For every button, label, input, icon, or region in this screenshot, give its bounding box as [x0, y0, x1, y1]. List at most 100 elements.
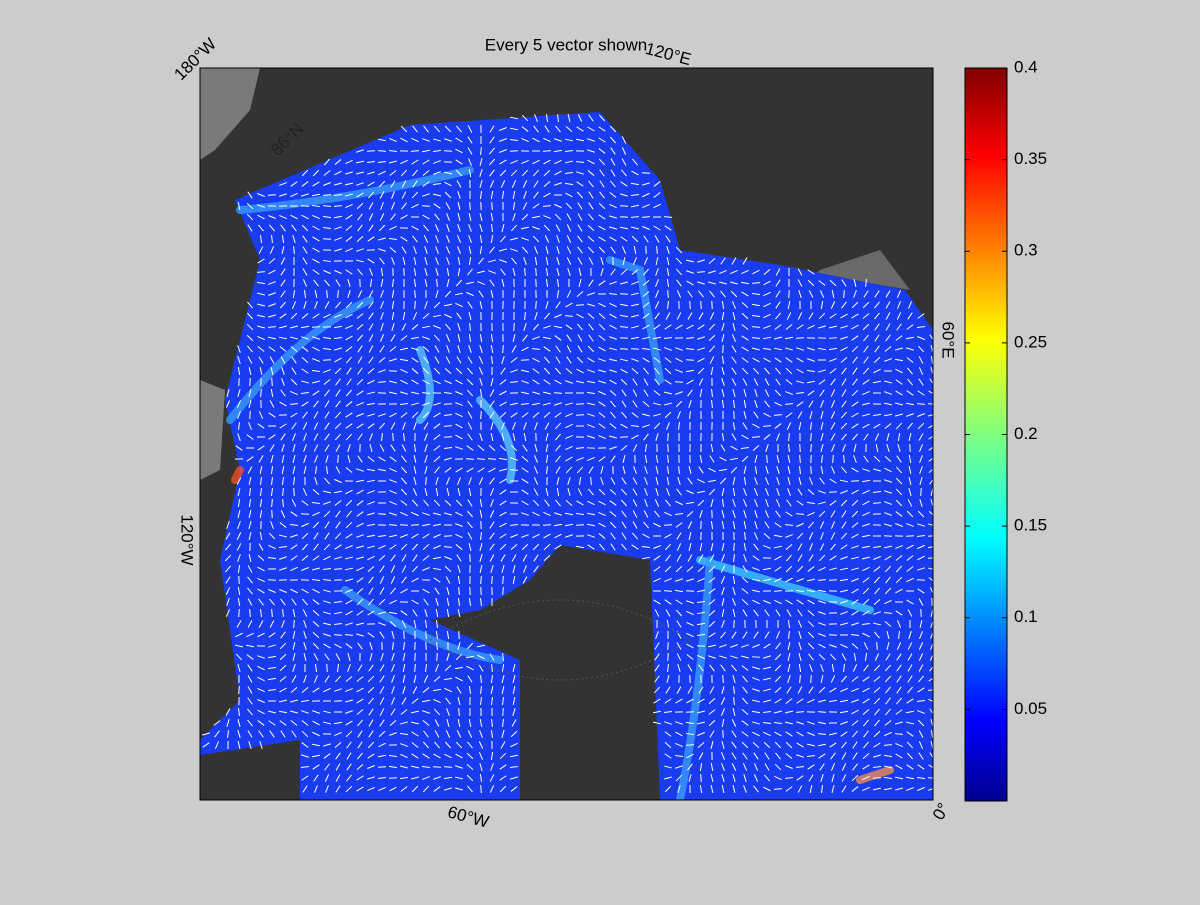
vector: [404, 631, 405, 639]
vector: [536, 301, 537, 309]
vector: [811, 433, 812, 441]
vector: [268, 195, 276, 196]
vector: [620, 349, 628, 350]
vector: [272, 378, 273, 386]
vector: [906, 536, 914, 537]
vector: [620, 437, 628, 438]
colorbar-tick-label: 0.15: [1014, 516, 1047, 535]
lon-label: 60°E: [939, 321, 958, 358]
current-streak: [235, 470, 240, 480]
vector: [701, 521, 702, 529]
vector: [510, 382, 518, 383]
vector: [290, 404, 298, 405]
vector: [591, 477, 592, 485]
colorbar-tick-label: 0.25: [1014, 332, 1047, 351]
vector: [734, 620, 735, 628]
vector: [503, 587, 504, 595]
vector: [481, 785, 482, 793]
vector: [697, 272, 705, 273]
vector: [752, 327, 760, 328]
vector: [492, 576, 493, 584]
vector: [239, 609, 240, 617]
vector: [503, 345, 504, 353]
vector: [415, 301, 416, 309]
vector: [433, 767, 441, 768]
vector: [301, 206, 309, 207]
vector: [576, 404, 584, 405]
vector: [510, 151, 518, 152]
vector: [873, 778, 881, 779]
vector: [789, 433, 790, 441]
colorbar-tick-label: 0.1: [1014, 607, 1038, 626]
vector: [664, 338, 672, 339]
vector: [895, 734, 903, 735]
vector: [811, 444, 812, 452]
vector: [510, 470, 518, 471]
vector: [422, 206, 430, 207]
vector: [701, 774, 702, 782]
vector: [378, 382, 386, 383]
vector: [554, 393, 562, 394]
vector: [272, 510, 273, 518]
vector: [800, 455, 801, 463]
title: Every 5 vector shown: [485, 35, 648, 54]
vector: [829, 492, 837, 493]
colorbar-tick-label: 0.4: [1014, 57, 1038, 76]
vector: [323, 239, 331, 240]
vector: [818, 580, 826, 581]
vector: [723, 675, 724, 683]
vector: [796, 338, 804, 339]
vector: [503, 708, 504, 716]
vector: [503, 576, 504, 584]
vector: [444, 536, 452, 537]
vector: [536, 279, 537, 287]
vector: [470, 202, 471, 210]
vector: [576, 162, 584, 163]
vector: [620, 206, 628, 207]
vector: [239, 686, 240, 694]
vector: [668, 444, 669, 452]
vector: [576, 305, 584, 306]
lon-label: 120°W: [178, 514, 197, 565]
vector: [514, 323, 515, 331]
vector: [294, 246, 295, 254]
vector: [829, 338, 837, 339]
vector: [283, 488, 284, 496]
vector: [393, 433, 394, 441]
vector: [668, 290, 669, 298]
vector: [917, 580, 925, 581]
vector: [536, 268, 537, 276]
vector: [301, 514, 309, 515]
vector: [576, 448, 584, 449]
vector: [657, 246, 658, 254]
vector: [268, 580, 276, 581]
vector: [767, 455, 768, 463]
vector: [686, 591, 694, 592]
vector: [404, 268, 405, 276]
vector: [323, 206, 331, 207]
vector: [800, 444, 801, 452]
vector: [844, 290, 845, 298]
vector: [690, 301, 691, 309]
vector: [884, 613, 892, 614]
vector: [664, 525, 672, 526]
vector: [492, 202, 493, 210]
vector: [877, 642, 878, 650]
vector: [686, 338, 694, 339]
vector: [338, 455, 339, 463]
vector: [829, 635, 837, 636]
vector: [411, 525, 419, 526]
vector: [521, 360, 529, 361]
vector: [576, 525, 584, 526]
colorbar-tick-label: 0.35: [1014, 149, 1047, 168]
vector: [481, 576, 482, 584]
colorbar-tick-label: 0.2: [1014, 424, 1038, 443]
vector: [833, 455, 834, 463]
vector: [543, 525, 551, 526]
vector: [675, 382, 683, 383]
vector: [811, 466, 812, 474]
vector: [884, 536, 892, 537]
vector: [668, 433, 669, 441]
vector: [250, 609, 251, 617]
